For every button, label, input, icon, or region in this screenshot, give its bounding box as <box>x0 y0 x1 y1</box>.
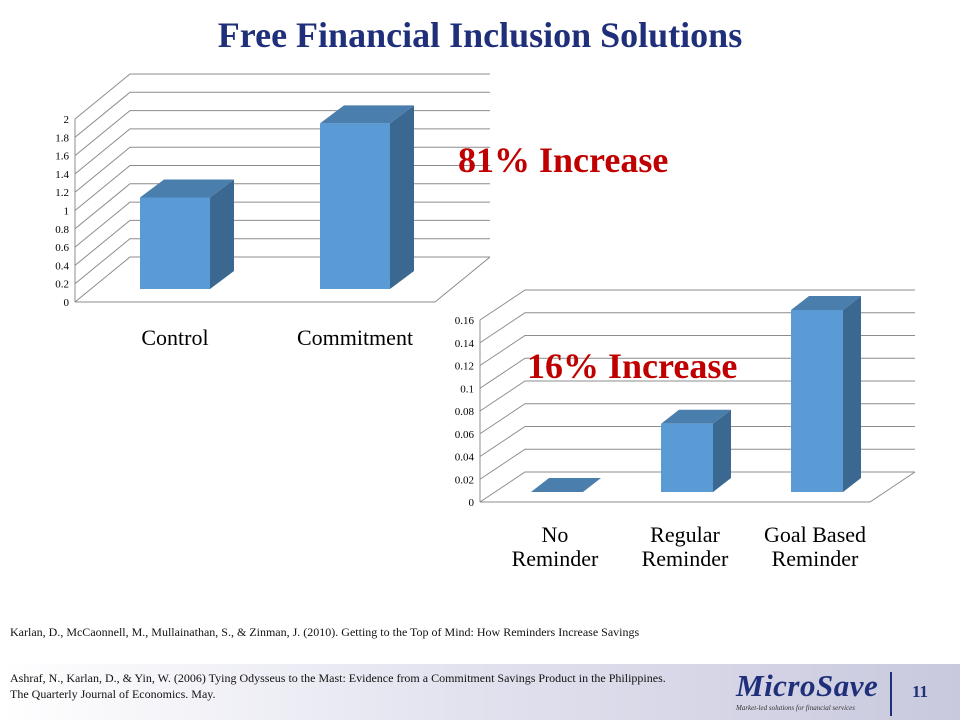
y-tick-label: 0.04 <box>455 452 475 464</box>
bar-top <box>320 105 414 124</box>
bar-top <box>661 409 731 424</box>
y-tick-label: 0.08 <box>455 406 475 418</box>
bar <box>320 105 414 289</box>
floor-edge <box>75 256 491 303</box>
y-tick-label: 1.2 <box>55 187 69 199</box>
y-tick-label: 0 <box>64 297 70 309</box>
y-tick-label: 2 <box>64 114 70 126</box>
gridline <box>479 380 915 412</box>
floor-edge <box>480 471 916 503</box>
y-tick-label: 0 <box>469 497 475 509</box>
footer-bar: Ashraf, N., Karlan, D., & Yin, W. (2006)… <box>0 664 960 720</box>
bar-side <box>210 179 234 289</box>
chart-1: 0 0.2 0.4 0.6 0.8 1 1.2 1.4 1.6 1.8 2 Control Commit… <box>55 73 668 350</box>
y-tick-label: 1.6 <box>55 151 69 163</box>
gridline <box>479 448 915 480</box>
category-label: Commitment <box>297 325 413 350</box>
category-label: Control <box>141 325 208 350</box>
bar-front <box>140 197 210 289</box>
y-tick-label: 0.6 <box>55 242 69 254</box>
bar-front <box>661 423 713 492</box>
category-label: Goal Based Reminder <box>764 522 866 571</box>
y-tick-label: 1 <box>64 206 70 218</box>
y-tick-label: 0.2 <box>55 279 69 291</box>
y-tick-label: 0.02 <box>455 474 474 486</box>
bar-front <box>791 310 843 492</box>
bar-side <box>713 409 731 492</box>
category-label: Regular Reminder <box>642 522 729 571</box>
y-tick-label: 0.8 <box>55 224 69 236</box>
bar-top <box>531 478 601 492</box>
gridline <box>479 357 915 389</box>
bar-top <box>791 296 861 310</box>
increase-annotation: 81% Increase <box>458 140 668 180</box>
gridline <box>479 426 915 457</box>
category-label: No Reminder <box>512 522 599 571</box>
y-tick-label: 0.4 <box>55 260 69 272</box>
bar <box>140 179 234 289</box>
y-tick-label: 0.1 <box>460 383 474 395</box>
y-tick-label: 0.16 <box>455 315 475 327</box>
charts-canvas: 0 0.2 0.4 0.6 0.8 1 1.2 1.4 1.6 1.8 2 Control Commit… <box>55 73 916 571</box>
gridline <box>479 471 915 503</box>
gridline <box>74 256 490 303</box>
y-tick-label: 1.4 <box>55 169 69 181</box>
increase-annotation: 16% Increase <box>527 346 737 386</box>
y-tick-label: 1.8 <box>55 132 69 144</box>
bar <box>661 409 731 492</box>
page-title: Free Financial Inclusion Solutions <box>217 15 743 55</box>
y-tick-label: 0.06 <box>455 429 475 441</box>
y-tick-label: 0.12 <box>455 361 474 373</box>
reference-ashraf-2006: Ashraf, N., Karlan, D., & Yin, W. (2006)… <box>10 671 666 701</box>
y-tick-label: 0.14 <box>455 338 475 350</box>
gridline <box>74 73 490 120</box>
gridline <box>479 403 915 435</box>
chart-2: 0 0.02 0.04 0.06 0.08 0.1 0.12 0.14 0.16 No Remind… <box>455 289 916 571</box>
bar-side <box>843 296 861 492</box>
microsave-logo: MicroSave Market-led solutions for finan… <box>736 670 886 716</box>
gridline <box>479 289 915 321</box>
logo-name: MicroSave <box>736 668 879 703</box>
bar-front <box>320 123 390 289</box>
gridline <box>74 91 490 138</box>
reference-karlan-2010: Karlan, D., McCaonnell, M., Mullainathan… <box>10 625 640 639</box>
bar <box>791 296 861 492</box>
page-number: 11 <box>912 682 929 701</box>
gridline <box>479 335 915 366</box>
gridline <box>479 312 915 344</box>
bar-top <box>140 179 234 198</box>
bar <box>531 478 601 492</box>
logo-separator <box>890 672 892 716</box>
logo-tagline: Market-led solutions for financial servi… <box>736 704 855 712</box>
bar-side <box>390 105 414 289</box>
